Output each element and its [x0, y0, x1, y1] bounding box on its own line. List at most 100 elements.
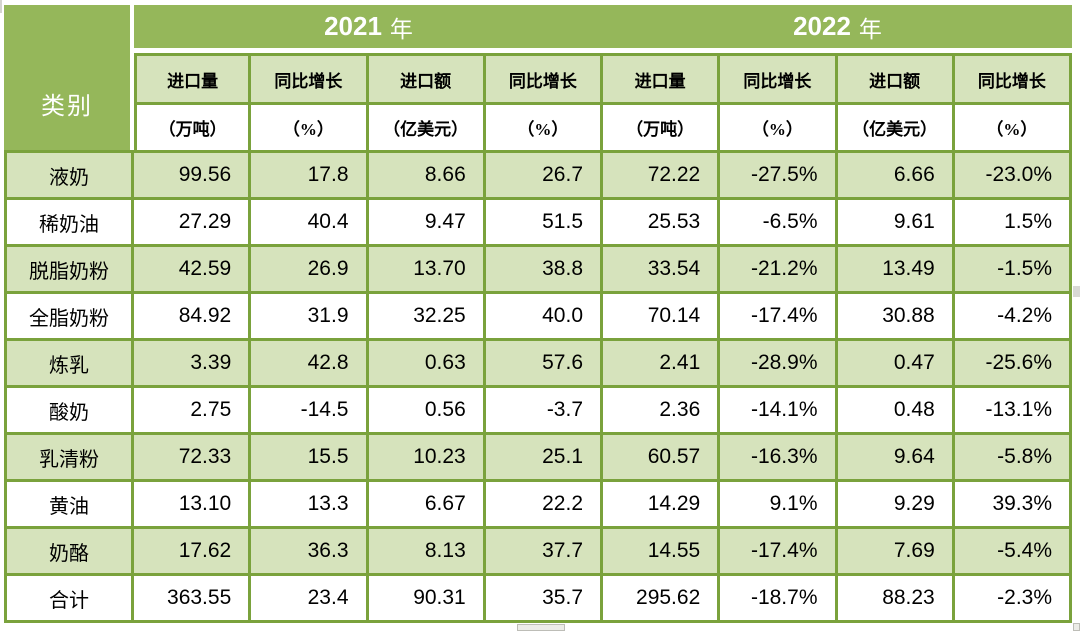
table-row: 黄油 13.10 13.3 6.67 22.2 14.29 9.1% 9.29 39.3% [7, 482, 1072, 529]
row-value: 37.7 [485, 529, 603, 573]
row-value: -16.3% [720, 435, 838, 479]
row-value: 72.22 [603, 153, 721, 197]
unit-header-usd-2022: （亿美元） [837, 105, 955, 150]
unit-header-wantons-2022: （万吨） [603, 105, 721, 150]
unit-header-usd-2021: （亿美元） [368, 105, 486, 150]
row-value: 57.6 [485, 341, 603, 385]
row-value: -5.8% [954, 435, 1072, 479]
row-value: 13.3 [251, 482, 369, 526]
row-value: 33.54 [603, 247, 721, 291]
row-value: 2.75 [134, 388, 252, 432]
window-edge-fragment [0, 0, 2, 13]
row-value: 14.55 [603, 529, 721, 573]
year-2022-suffix: 年 [858, 16, 882, 42]
unit-header-wantons-2021: （万吨） [134, 105, 252, 150]
row-value: -17.4% [720, 529, 838, 573]
column-header-import-volume-2022: 进口量 [603, 53, 721, 105]
row-value: 9.29 [837, 482, 955, 526]
row-value: 35.7 [485, 576, 603, 620]
row-value: 2.41 [603, 341, 721, 385]
row-value: 22.2 [485, 482, 603, 526]
row-category: 脱脂奶粉 [7, 247, 134, 291]
table-row: 脱脂奶粉 42.59 26.9 13.70 38.8 33.54 -21.2% 13.49-… [7, 247, 1072, 294]
row-value: -17.4% [720, 294, 838, 338]
row-value: -3.7 [485, 388, 603, 432]
row-value: 295.62 [603, 576, 721, 620]
vertical-scrollbar-fragment[interactable] [1073, 286, 1080, 297]
row-value: 14.29 [603, 482, 721, 526]
unit-header-pct-1-2021: （%） [251, 105, 369, 150]
row-value: 9.1% [720, 482, 838, 526]
row-value: 0.47 [837, 341, 955, 385]
row-value: 84.92 [134, 294, 252, 338]
row-category: 炼乳 [7, 341, 134, 385]
header-category-cell: 类别 [4, 5, 130, 150]
row-value: 25.1 [485, 435, 603, 479]
table-row: 合计 363.55 23.4 90.31 35.7 295.62 -18.7% 88.23-… [7, 576, 1072, 623]
row-value: 72.33 [134, 435, 252, 479]
row-value: 39.3% [954, 482, 1072, 526]
row-value: 25.53 [603, 200, 721, 244]
table-row: 奶酪 17.62 36.3 8.13 37.7 14.55 -17.4% 7.69 -5.4% [7, 529, 1072, 576]
year-2021-suffix: 年 [389, 16, 413, 42]
column-header-import-value-2021: 进口额 [368, 53, 486, 105]
row-value: 13.49 [837, 247, 955, 291]
row-category: 全脂奶粉 [7, 294, 134, 338]
row-value: 17.8 [251, 153, 369, 197]
table-body: 液奶 99.56 17.8 8.66 26.7 72.22 -27.5% 6.66 -23.0… [4, 150, 1072, 623]
table-row: 全脂奶粉 84.92 31.9 32.25 40.0 70.14 -17.4% 30.88-… [7, 294, 1072, 341]
horizontal-scrollbar-fragment[interactable] [517, 624, 565, 631]
row-category: 酸奶 [7, 388, 134, 432]
row-value: -1.5% [954, 247, 1072, 291]
row-value: 32.25 [368, 294, 486, 338]
row-value: 0.63 [368, 341, 486, 385]
column-header-import-volume-2021: 进口量 [134, 53, 252, 105]
row-value: 9.61 [837, 200, 955, 244]
row-value: 70.14 [603, 294, 721, 338]
row-value: 99.56 [134, 153, 252, 197]
row-category: 合计 [7, 576, 134, 620]
table-row: 乳清粉 72.33 15.5 10.23 25.1 60.57 -16.3% 9.64 -5.… [7, 435, 1072, 482]
row-value: -6.5% [720, 200, 838, 244]
row-value: 31.9 [251, 294, 369, 338]
row-category: 稀奶油 [7, 200, 134, 244]
row-value: 7.69 [837, 529, 955, 573]
row-value: -18.7% [720, 576, 838, 620]
row-value: 8.66 [368, 153, 486, 197]
category-label: 类别 [41, 94, 93, 120]
row-value: 6.67 [368, 482, 486, 526]
row-value: 6.66 [837, 153, 955, 197]
table-header: 类别 2021 年 2022 年 进口量 同比增长 进口额 同比增长 进口量 同… [4, 5, 1072, 150]
row-value: 15.5 [251, 435, 369, 479]
row-category: 黄油 [7, 482, 134, 526]
row-value: 40.0 [485, 294, 603, 338]
vertical-scrollbar-corner-fragment[interactable] [1073, 623, 1080, 631]
row-value: 51.5 [485, 200, 603, 244]
row-value: 8.13 [368, 529, 486, 573]
row-category: 液奶 [7, 153, 134, 197]
column-header-yoy-volume-2021: 同比增长 [251, 53, 369, 105]
header-year-2022: 2022 年 [603, 5, 1072, 48]
year-2022-number: 2022 [793, 11, 851, 41]
row-value: 0.56 [368, 388, 486, 432]
row-value: 23.4 [251, 576, 369, 620]
column-header-import-value-2022: 进口额 [837, 53, 955, 105]
row-value: 17.62 [134, 529, 252, 573]
row-value: 13.70 [368, 247, 486, 291]
row-value: 1.5% [954, 200, 1072, 244]
row-value: 40.4 [251, 200, 369, 244]
row-value: 42.59 [134, 247, 252, 291]
row-value: -21.2% [720, 247, 838, 291]
table-row: 液奶 99.56 17.8 8.66 26.7 72.22 -27.5% 6.66 -23.0… [7, 153, 1072, 200]
row-value: 26.9 [251, 247, 369, 291]
row-category: 奶酪 [7, 529, 134, 573]
dairy-import-table: 类别 2021 年 2022 年 进口量 同比增长 进口额 同比增长 进口量 同… [4, 5, 1072, 623]
row-value: 27.29 [134, 200, 252, 244]
year-2021-number: 2021 [324, 11, 382, 41]
row-category: 乳清粉 [7, 435, 134, 479]
row-value: 88.23 [837, 576, 955, 620]
column-header-yoy-value-2022: 同比增长 [954, 53, 1072, 105]
row-value: -14.1% [720, 388, 838, 432]
row-value: 2.36 [603, 388, 721, 432]
